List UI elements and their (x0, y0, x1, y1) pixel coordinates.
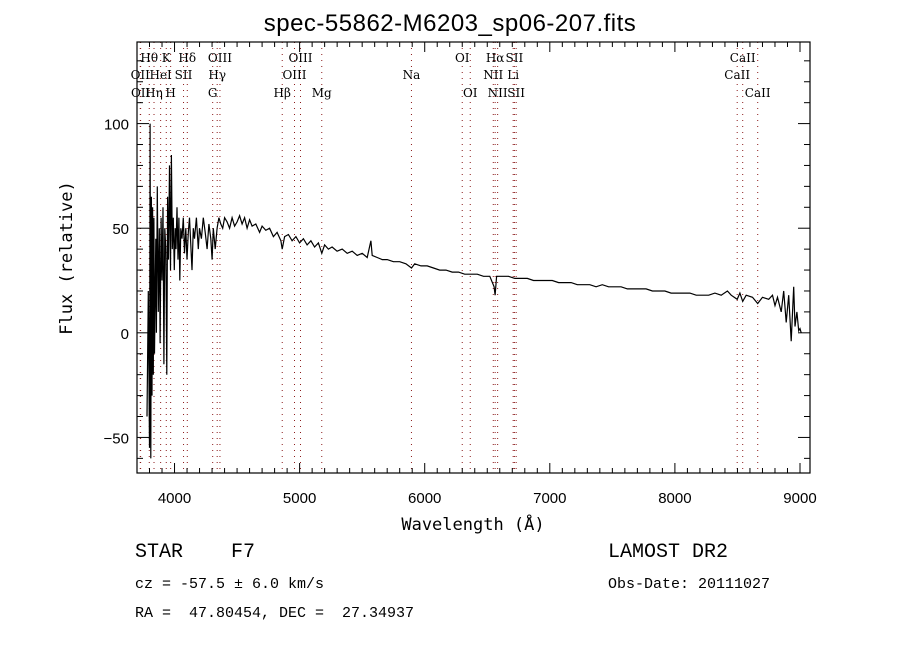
line-label: OIII (208, 51, 232, 65)
line-label: SII (175, 68, 193, 82)
line-label: Li (507, 68, 519, 82)
x-tick-label: 5000 (283, 490, 316, 507)
line-label: Hδ (178, 51, 196, 65)
coordinates: RA = 47.80454, DEC = 27.34937 (135, 605, 415, 622)
line-label: OII (131, 68, 151, 82)
line-label: Hα (486, 51, 505, 65)
line-label: K (162, 51, 172, 65)
line-label: OII (131, 86, 151, 100)
x-tick-label: 4000 (158, 490, 191, 507)
line-label: Hθ (140, 51, 158, 65)
survey-name: LAMOST DR2 (608, 541, 729, 564)
obs-date: Obs-Date: 20111027 (608, 576, 771, 593)
line-label: H (165, 86, 175, 100)
line-label: Hγ (208, 68, 226, 82)
y-tick-label: 50 (112, 221, 129, 238)
x-tick-label: 6000 (408, 490, 441, 507)
line-label: G (208, 86, 218, 100)
redshift-text: cz = -57.5 ± 6.0 km/s (135, 576, 325, 593)
line-label: CaII (745, 86, 771, 100)
y-tick-label: −50 (104, 430, 129, 447)
line-label: NII (488, 86, 508, 100)
x-tick-label: 9000 (783, 490, 816, 507)
axis-ticks (137, 42, 810, 473)
x-axis-label: Wavelength (Å) (401, 513, 544, 535)
line-label: Mg (312, 86, 332, 100)
y-tick-label: 100 (104, 117, 129, 134)
line-label: SII (507, 86, 525, 100)
line-label: SII (506, 51, 524, 65)
line-label: CaII (730, 51, 756, 65)
flux-series-line (146, 123, 802, 459)
line-label: Na (403, 68, 421, 82)
plot-frame (136, 41, 811, 474)
line-label: OIII (288, 51, 312, 65)
line-label: Hβ (274, 86, 291, 100)
x-tick-label: 8000 (658, 490, 691, 507)
line-label: OI (455, 51, 470, 65)
line-label: CaII (724, 68, 750, 82)
line-label: OIII (282, 68, 306, 82)
y-tick-label: 0 (121, 326, 129, 343)
object-class: STAR F7 (135, 541, 256, 564)
line-label: NII (483, 68, 503, 82)
line-label: Hη (145, 86, 163, 100)
line-label: OI (463, 86, 478, 100)
y-axis-label: Flux (relative) (57, 181, 77, 335)
chart-title: spec-55862-M6203_sp06-207.fits (263, 10, 637, 37)
line-label: HeI (149, 68, 172, 82)
line-markers (139, 42, 759, 473)
x-tick-label: 7000 (533, 490, 566, 507)
